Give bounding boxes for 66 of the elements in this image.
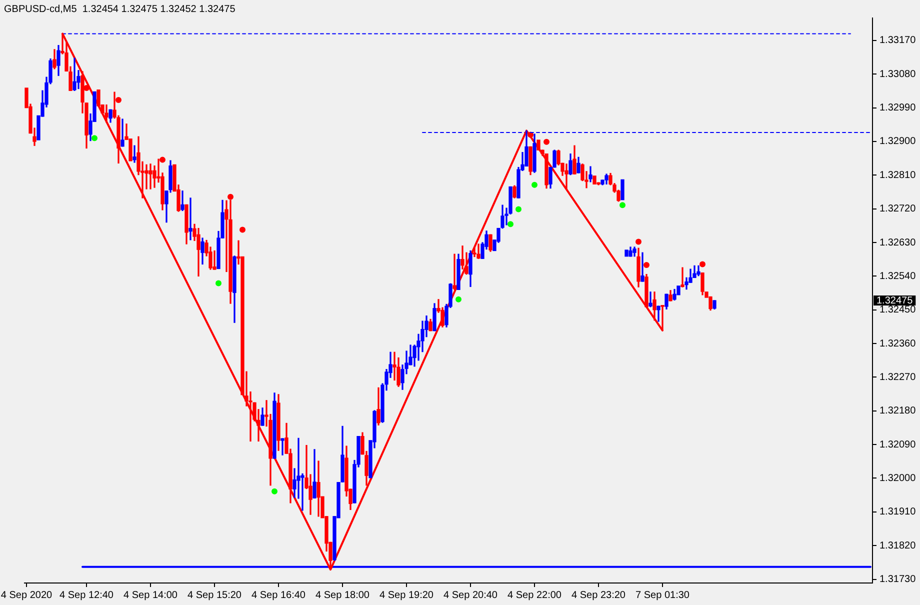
point	[116, 96, 122, 103]
candlestick	[120, 118, 124, 147]
point	[636, 238, 642, 245]
x-tick-label: 4 Sep 18:00	[316, 590, 370, 601]
point	[160, 156, 166, 163]
y-tick-label: 1.32900	[880, 136, 916, 148]
y-tick-label: 1.32630	[880, 237, 916, 248]
point	[240, 226, 246, 233]
point	[544, 138, 550, 145]
candlestick	[592, 176, 596, 184]
x-tick-label: 4 Sep 23:20	[572, 590, 626, 601]
candlestick	[620, 179, 624, 200]
candlestick	[128, 138, 132, 162]
candlestick	[648, 292, 652, 308]
x-tick-label: 4 Sep 16:40	[252, 590, 306, 601]
candlestick	[132, 145, 136, 163]
y-tick-label: 1.32270	[880, 372, 916, 383]
candlestick	[536, 140, 540, 150]
y-tick-label: 1.31820	[880, 540, 916, 552]
point	[620, 202, 626, 208]
text: 1.32475	[876, 295, 914, 306]
x-tick-label: 4 Sep 20:40	[444, 590, 498, 601]
candlestick	[188, 198, 192, 240]
y-tick-label: 1.32990	[880, 102, 916, 114]
x-tick-label: 4 Sep 22:00	[508, 590, 562, 601]
x-tick-label: 4 Sep 2020	[0, 590, 53, 601]
x-tick-label: 4 Sep 19:20	[380, 590, 434, 601]
x-tick-label: 4 Sep 12:40	[60, 590, 114, 601]
candlestick	[280, 438, 284, 456]
y-tick-label: 1.32450	[880, 304, 916, 316]
y-tick-label: 1.32000	[880, 472, 916, 484]
y-tick-label: 1.33170	[880, 35, 916, 46]
candlestick	[72, 58, 76, 91]
point	[644, 262, 650, 268]
y-tick-label: 1.32090	[880, 439, 916, 450]
x-tick-label: 7 Sep 01:30	[636, 590, 690, 601]
candlestick	[472, 247, 476, 258]
y-tick-label: 1.31730	[880, 574, 916, 586]
candlestick	[452, 254, 456, 290]
candlestick	[148, 164, 152, 190]
point	[92, 135, 98, 142]
y-tick-label: 1.33080	[880, 68, 916, 80]
candlestick	[212, 250, 216, 270]
point	[508, 221, 514, 228]
candlestick	[624, 250, 628, 257]
candlestick	[656, 306, 660, 322]
y-tick-label: 1.32540	[880, 270, 916, 282]
point	[272, 488, 278, 494]
candlestick	[300, 473, 304, 511]
point	[456, 296, 462, 302]
candlestick	[680, 267, 684, 288]
x-tick-label: 4 Sep 14:00	[124, 590, 178, 601]
point	[516, 206, 522, 212]
point	[228, 194, 234, 200]
x-tick-label: 4 Sep 15:20	[188, 590, 242, 601]
point	[532, 182, 538, 188]
point	[216, 280, 222, 286]
candlestick	[640, 252, 644, 282]
point	[700, 261, 706, 268]
y-tick-label: 1.31910	[880, 506, 916, 518]
candlestick	[564, 164, 568, 190]
y-tick-label: 1.32810	[880, 170, 916, 181]
y-tick-label: 1.32720	[880, 204, 916, 215]
y-tick-label: 1.32360	[880, 338, 916, 350]
chart-title: GBPUSD-cd,M5 1.32454 1.32475 1.32452 1.32475	[4, 4, 236, 15]
y-tick-label: 1.32180	[880, 406, 916, 417]
